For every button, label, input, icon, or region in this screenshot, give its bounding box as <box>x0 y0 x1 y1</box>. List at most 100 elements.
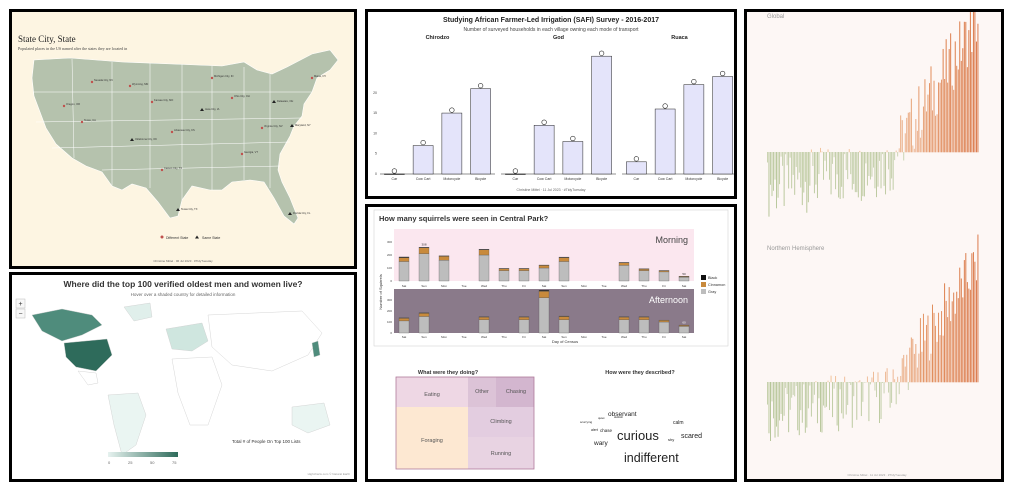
climate-bar <box>910 98 912 153</box>
climate-bar <box>938 82 940 153</box>
country-greenland <box>123 302 153 322</box>
climate-bar <box>771 382 773 402</box>
climate-bar <box>897 376 899 383</box>
climate-bar <box>779 382 781 421</box>
safi-title: Studying African Farmer-Led Irrigation (… <box>443 17 659 24</box>
climate-bar <box>932 304 933 383</box>
climate-bar <box>919 318 921 383</box>
climate-bar <box>783 152 785 206</box>
bar-cinnamon <box>538 265 550 269</box>
zoom-out-button[interactable]: − <box>15 308 26 319</box>
zoom-in-button[interactable]: + <box>15 298 26 309</box>
x-tick-label: Bicycle <box>717 177 728 181</box>
treemap-other <box>468 377 496 407</box>
climate-bar <box>909 347 911 383</box>
climate-bar <box>771 152 773 197</box>
climate-bar <box>854 381 856 383</box>
climate-bar <box>824 382 826 408</box>
climate-bar <box>782 382 784 421</box>
climate-bar <box>792 152 794 175</box>
climate-bar <box>962 48 964 153</box>
climate-bar <box>856 382 858 420</box>
climate-bar <box>848 149 850 153</box>
climate-bar <box>972 12 974 153</box>
climate-bar <box>863 152 865 197</box>
climate-bar <box>782 152 784 166</box>
svg-text:Michigan City, IN: Michigan City, IN <box>214 74 234 78</box>
legend-different-state-marker <box>160 235 164 239</box>
x-tick-label: Sat <box>682 335 687 339</box>
climate-bar <box>807 382 809 409</box>
climate-bar <box>888 152 890 170</box>
doing-title: What were they doing? <box>418 370 479 376</box>
climate-bar <box>889 152 891 191</box>
bar-total-label: 395 <box>541 286 546 290</box>
bar-gray <box>518 319 530 334</box>
legend-cinnamon-swatch <box>701 282 706 287</box>
climate-bar <box>869 382 871 385</box>
bar-cinnamon <box>558 316 570 320</box>
climate-bar <box>862 152 864 197</box>
squirrel-legend: Black Cinnamon Gray <box>701 275 725 294</box>
y-tick-label: 5 <box>375 152 377 156</box>
safi-caption: Christine Mittel · 11 Jul 2023 · #TidyTu… <box>517 188 586 192</box>
climate-bar <box>841 152 843 187</box>
climate-bar <box>941 311 943 383</box>
bar-total-label: 60 <box>682 321 686 325</box>
x-tick-label: Fri <box>662 335 666 339</box>
x-tick-label: Car <box>513 177 519 181</box>
climate-bar <box>977 234 979 383</box>
climate-bar <box>882 152 883 155</box>
x-tick-label: Thu <box>501 284 507 288</box>
climate-bar <box>948 287 950 383</box>
climate-bar <box>891 382 893 403</box>
climate-bar <box>935 325 936 383</box>
climate-bar <box>935 115 936 153</box>
climate-marks <box>767 12 979 441</box>
climate-bar <box>898 148 900 153</box>
activity-treemap: Eating Other Chasing Climbing Foraging R… <box>395 376 535 470</box>
climate-bar <box>906 354 908 383</box>
climate-bar <box>922 313 924 383</box>
climate-bar <box>933 80 935 153</box>
bar-gray <box>438 260 450 282</box>
transport-icon <box>570 135 576 142</box>
climate-bar <box>797 382 799 431</box>
climate-bar <box>795 382 797 387</box>
climate-bar <box>844 152 846 155</box>
x-tick-label: Sun <box>421 335 427 339</box>
climate-bar <box>907 112 909 153</box>
climate-bar <box>953 292 955 383</box>
climate-label-global: Global <box>767 14 784 20</box>
climate-bar <box>868 152 870 177</box>
activity-eating: Eating <box>424 392 440 398</box>
facet-label-ruaca: Ruaca <box>671 35 688 41</box>
climate-bar <box>876 152 877 198</box>
bar-gray <box>498 270 510 282</box>
map-subtitle: Populated places in the US named after t… <box>18 46 127 51</box>
climate-bar <box>859 380 861 383</box>
climate-bar <box>951 301 953 383</box>
climate-bar <box>948 49 950 153</box>
climate-bar <box>968 30 970 153</box>
climate-bar <box>933 312 935 383</box>
squirrel-panel: How many squirrels were seen in Central … <box>365 204 737 482</box>
climate-bar <box>873 371 874 383</box>
climate-bar <box>873 152 874 168</box>
climate-bar <box>829 382 830 411</box>
bar-black <box>558 256 570 258</box>
bar-cinnamon <box>438 256 450 261</box>
climate-bar <box>792 382 794 395</box>
climate-bar <box>904 366 906 383</box>
bar-gray <box>418 316 430 334</box>
svg-text:Virginia City, NV: Virginia City, NV <box>264 124 283 128</box>
climate-panel: Global Northern Hemisphere Christine Mit… <box>744 9 1004 482</box>
world-title: Where did the top 100 verified oldest me… <box>64 279 303 289</box>
climate-bar <box>797 152 799 180</box>
climate-bar <box>821 382 823 433</box>
climate-bar <box>915 343 917 383</box>
climate-bar <box>832 152 834 164</box>
y-tick-label: 20 <box>373 91 377 95</box>
climate-bar <box>801 152 803 206</box>
climate-bar <box>942 48 944 153</box>
